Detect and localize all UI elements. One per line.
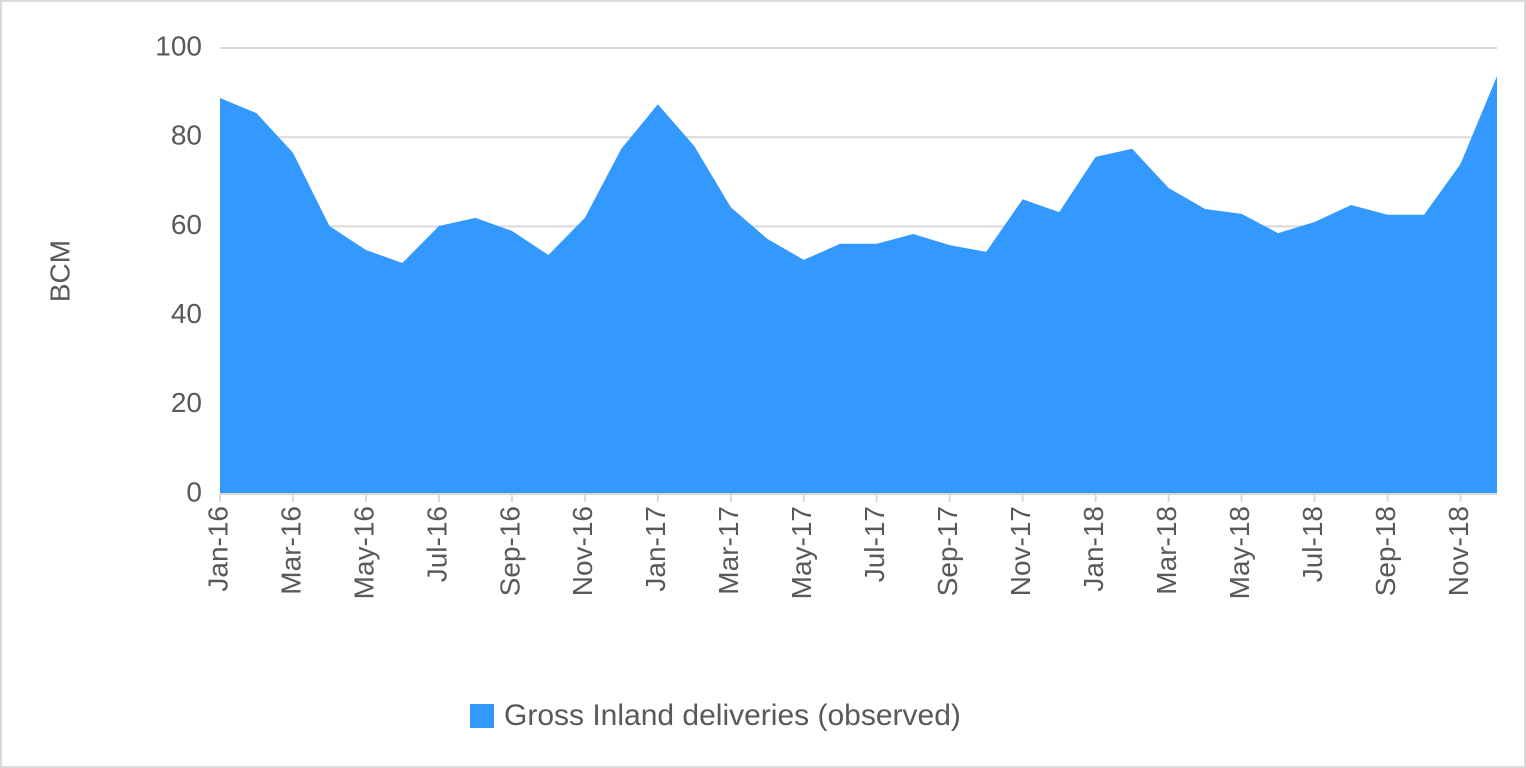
y-tick-label: 20	[171, 387, 202, 418]
x-tick-label: Jul-17	[859, 506, 890, 582]
x-tick-label: Mar-16	[275, 506, 306, 595]
x-tick-label: Jan-18	[1078, 506, 1109, 592]
y-axis-label: BCM	[44, 240, 75, 302]
legend-swatch	[470, 704, 494, 728]
x-tick-label: Mar-17	[713, 506, 744, 595]
x-tick-label: Sep-17	[932, 506, 963, 596]
x-tick-label: Nov-17	[1005, 506, 1036, 596]
x-tick-label: Jul-18	[1297, 506, 1328, 582]
y-tick-label: 60	[171, 209, 202, 240]
x-tick-label: Nov-18	[1443, 506, 1474, 596]
x-tick-label: Sep-16	[494, 506, 525, 596]
x-tick-label: May-17	[786, 506, 817, 599]
legend-label: Gross Inland deliveries (observed)	[504, 699, 961, 732]
y-tick-label: 100	[155, 30, 202, 61]
y-tick-label: 80	[171, 120, 202, 151]
x-tick-label: Sep-18	[1370, 506, 1401, 596]
x-tick-label: Jan-16	[202, 506, 233, 592]
area	[220, 76, 1497, 495]
x-tick-label: May-18	[1224, 506, 1255, 599]
x-tick-label: Jul-16	[421, 506, 452, 582]
y-tick-label: 40	[171, 298, 202, 329]
y-tick-label: 0	[186, 476, 202, 507]
x-tick-label: Jan-17	[640, 506, 671, 592]
x-tick-label: May-16	[348, 506, 379, 599]
x-tick-label: Mar-18	[1151, 506, 1182, 595]
x-tick-label: Nov-16	[567, 506, 598, 596]
